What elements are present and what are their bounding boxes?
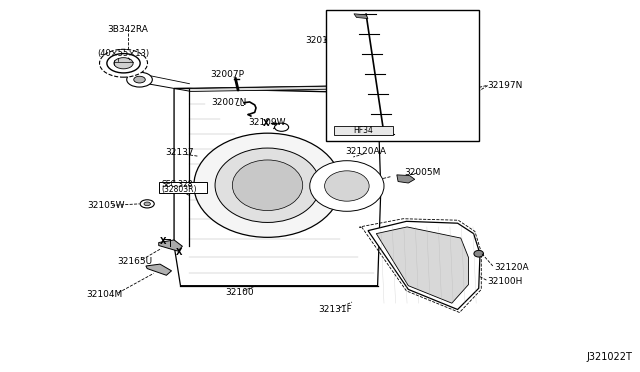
Text: 32165U: 32165U: [117, 257, 152, 266]
Text: 32109W: 32109W: [249, 118, 286, 126]
Polygon shape: [376, 227, 468, 303]
Ellipse shape: [310, 161, 384, 211]
Text: 32100H: 32100H: [488, 277, 523, 286]
Polygon shape: [397, 175, 415, 183]
Text: HF34: HF34: [353, 126, 374, 135]
Text: SEC.328: SEC.328: [161, 180, 193, 189]
Polygon shape: [174, 89, 189, 246]
Ellipse shape: [134, 76, 145, 83]
Ellipse shape: [100, 49, 148, 77]
Polygon shape: [146, 264, 172, 275]
Text: 32010R: 32010R: [305, 36, 340, 45]
Ellipse shape: [474, 250, 484, 257]
Ellipse shape: [140, 200, 154, 208]
Text: 32120AA: 32120AA: [346, 147, 387, 156]
Bar: [334, 126, 393, 135]
Ellipse shape: [114, 58, 133, 69]
Text: 32197N: 32197N: [488, 81, 523, 90]
Polygon shape: [174, 86, 378, 93]
Ellipse shape: [144, 202, 150, 206]
Ellipse shape: [194, 133, 341, 237]
Text: J321022T: J321022T: [586, 352, 632, 362]
Text: (40×55×13): (40×55×13): [97, 49, 150, 58]
Text: 32120A: 32120A: [494, 263, 529, 272]
Text: X: X: [160, 237, 166, 246]
Ellipse shape: [275, 123, 289, 131]
Bar: [326, 10, 479, 141]
Polygon shape: [354, 14, 368, 19]
Polygon shape: [189, 86, 369, 92]
Text: 32131F: 32131F: [319, 305, 352, 314]
Text: 32100: 32100: [226, 288, 254, 296]
Ellipse shape: [107, 54, 140, 73]
Text: 32104M: 32104M: [86, 290, 122, 299]
Text: X: X: [262, 119, 269, 128]
Text: 32007P: 32007P: [210, 70, 244, 79]
Text: 32007N: 32007N: [211, 98, 247, 107]
Text: (32803R): (32803R): [161, 185, 196, 194]
Text: X: X: [176, 248, 182, 257]
Bar: [159, 182, 207, 193]
Polygon shape: [368, 221, 480, 310]
Text: 3B342RA: 3B342RA: [108, 25, 148, 34]
Ellipse shape: [215, 148, 320, 222]
Text: 32137: 32137: [165, 148, 193, 157]
Ellipse shape: [127, 72, 152, 87]
Ellipse shape: [232, 160, 303, 211]
Polygon shape: [174, 89, 381, 286]
Text: 32105W: 32105W: [88, 201, 125, 210]
Text: 32005M: 32005M: [404, 169, 440, 177]
Ellipse shape: [324, 171, 369, 201]
Polygon shape: [159, 240, 182, 251]
